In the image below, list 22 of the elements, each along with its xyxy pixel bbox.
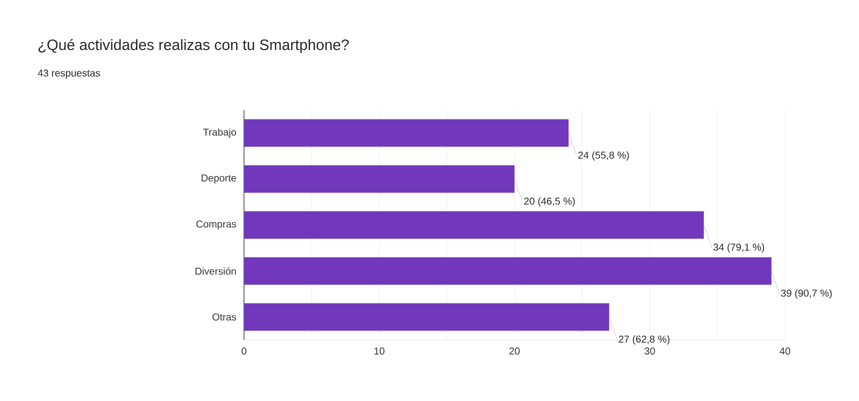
bar — [244, 303, 610, 331]
x-tick-label: 20 — [509, 348, 520, 355]
bar — [244, 257, 772, 285]
bar — [244, 211, 704, 239]
data-label: 27 (62,8 %) — [618, 335, 670, 345]
bar — [244, 165, 514, 193]
chart-title: ¿Qué actividades realizas con tu Smartphone? — [38, 38, 349, 54]
x-tick-label: 40 — [780, 348, 790, 355]
y-tick-label: Trabajo — [203, 128, 236, 138]
x-tick-label: 0 — [242, 348, 246, 355]
y-tick-label: Deporte — [202, 174, 236, 184]
x-tick-label: 30 — [644, 348, 655, 355]
data-label: 24 (55,8 %) — [578, 151, 629, 161]
y-tick-label: Otras — [212, 313, 236, 321]
text: 43 respuestas — [38, 69, 100, 79]
bar — [244, 119, 569, 147]
x-tick-label: 10 — [374, 348, 384, 355]
data-label: 20 (46,5 %) — [524, 197, 575, 207]
y-tick-label: Compras — [196, 220, 236, 230]
y-tick-label: Diversión — [196, 267, 236, 275]
data-label: 39 (90,7 %) — [781, 289, 832, 299]
data-label: 34 (79,1 %) — [713, 243, 764, 253]
